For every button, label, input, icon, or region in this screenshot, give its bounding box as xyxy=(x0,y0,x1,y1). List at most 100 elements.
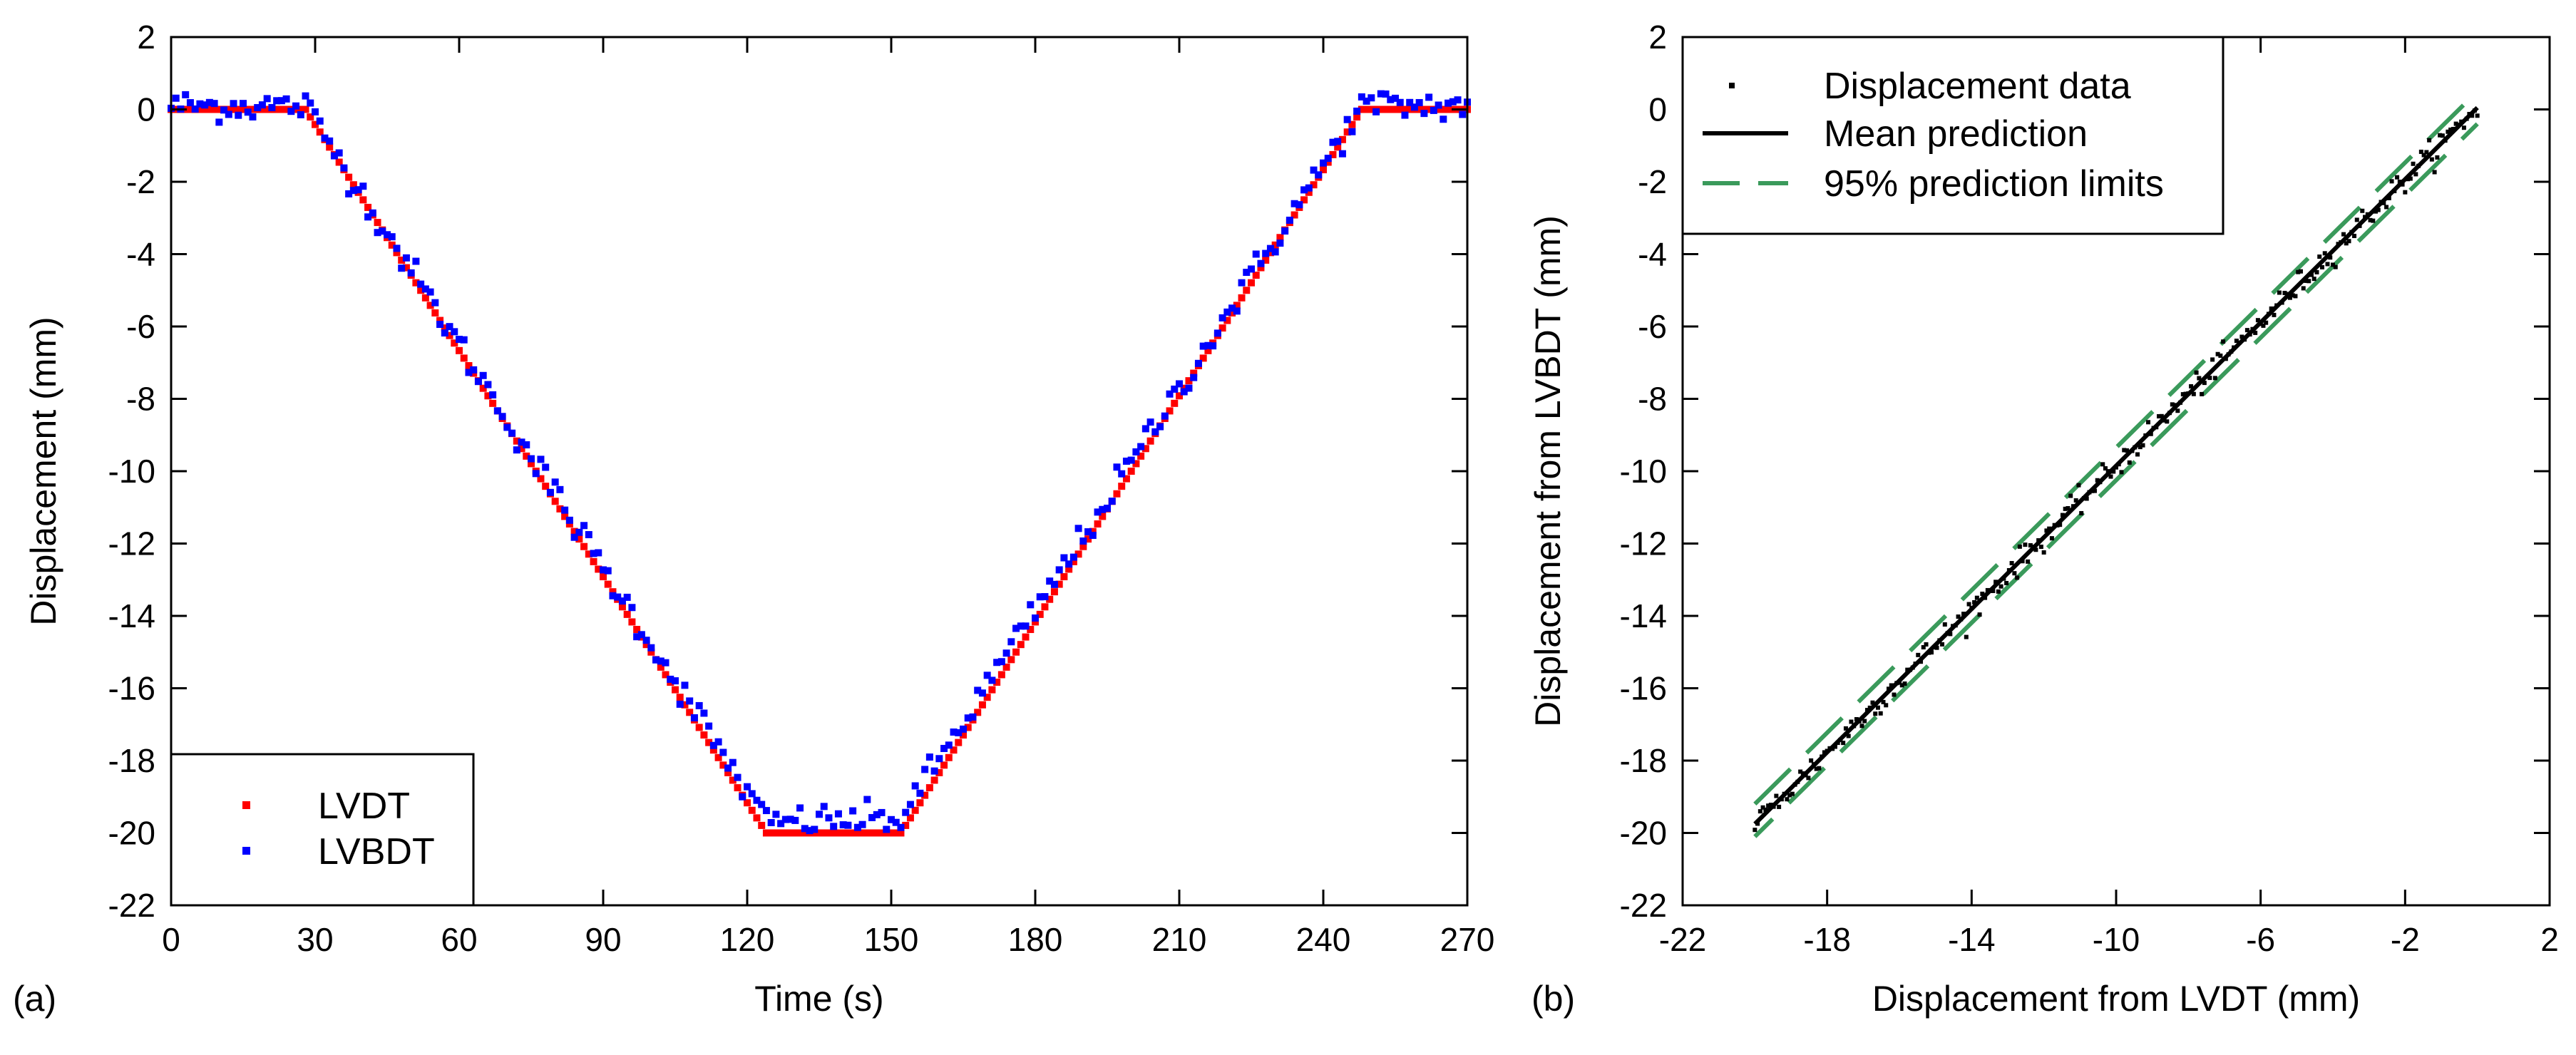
lvbdt-point xyxy=(268,103,276,111)
lvbdt-point xyxy=(436,321,444,329)
displacement-data-point xyxy=(2103,466,2108,471)
legend-data-label: Displacement data xyxy=(1824,66,2131,107)
lvbdt-point xyxy=(1425,93,1433,101)
displacement-data-point xyxy=(2360,208,2365,213)
displacement-data-point xyxy=(1792,782,1797,787)
lvdt-point xyxy=(762,829,770,837)
displacement-data-point xyxy=(2023,542,2028,547)
lvdt-point xyxy=(1420,106,1428,113)
lvbdt-point xyxy=(1094,508,1102,516)
lvbdt-point xyxy=(1199,342,1207,350)
lvbdt-point xyxy=(220,106,228,114)
lvbdt-point xyxy=(1300,186,1308,194)
displacement-data-point xyxy=(2218,353,2223,358)
displacement-data-point xyxy=(1771,804,1776,809)
displacement-data-point xyxy=(2349,230,2354,235)
lvbdt-point xyxy=(456,336,463,344)
displacement-data-point xyxy=(1892,692,1897,697)
displacement-data-point xyxy=(2296,269,2301,274)
lvbdt-point xyxy=(762,807,770,815)
lvdt-point xyxy=(786,829,794,837)
lvdt-point xyxy=(580,542,588,550)
displacement-data-point xyxy=(1822,750,1827,755)
displacement-data-point xyxy=(2180,392,2185,397)
lvdt-point xyxy=(1233,302,1241,309)
lvdt-point xyxy=(556,505,564,513)
lvbdt-point xyxy=(225,110,232,118)
displacement-data-point xyxy=(1921,645,1926,650)
lvbdt-point xyxy=(1046,577,1054,585)
lvbdt-point xyxy=(1084,528,1092,536)
lvbdt-point xyxy=(667,675,674,683)
panel-a-ytick-label: -20 xyxy=(108,815,155,852)
lvdt-point xyxy=(983,694,991,701)
panel-b-ytick-label: -16 xyxy=(1620,670,1667,707)
lvbdt-point xyxy=(1444,99,1452,107)
lvbdt-point xyxy=(1017,622,1025,630)
lvdt-point xyxy=(1257,264,1265,272)
lvbdt-point xyxy=(258,101,266,109)
displacement-data-point xyxy=(1870,700,1875,705)
displacement-data-point xyxy=(2028,543,2033,548)
lvbdt-point xyxy=(542,463,550,471)
lvbdt-point xyxy=(1041,593,1049,601)
lvbdt-point xyxy=(1440,115,1447,123)
displacement-data-point xyxy=(2392,189,2397,194)
lvdt-point xyxy=(1415,106,1423,113)
lvbdt-point xyxy=(1392,94,1399,102)
lvdt-point xyxy=(955,738,963,746)
displacement-data-point xyxy=(2154,425,2159,430)
panel-a-ylabel: Displacement (mm) xyxy=(24,316,63,625)
lvbdt-point xyxy=(570,533,578,541)
lvdt-point xyxy=(672,686,679,694)
lvdt-point xyxy=(801,829,809,837)
displacement-data-point xyxy=(1926,650,1931,655)
displacement-data-point xyxy=(2400,182,2405,187)
displacement-data-point xyxy=(2365,212,2370,217)
panel-b-legend: Displacement data Mean prediction 95% pr… xyxy=(1681,36,2225,235)
lvbdt-point xyxy=(863,796,871,803)
lvdt-point xyxy=(1137,452,1145,460)
lvbdt-point xyxy=(724,764,732,772)
displacement-data-point xyxy=(2210,357,2215,362)
lvbdt-point xyxy=(700,709,708,717)
displacement-data-point xyxy=(2389,179,2394,184)
displacement-data-point xyxy=(1777,804,1782,809)
displacement-data-point xyxy=(2041,550,2046,555)
lvbdt-point xyxy=(786,815,794,823)
displacement-data-point xyxy=(2266,312,2271,316)
displacement-data-point xyxy=(1760,805,1765,810)
lvbdt-point xyxy=(623,593,631,601)
panel-a-xtick-label: 120 xyxy=(720,921,775,958)
legend-mean-label: Mean prediction xyxy=(1824,113,2088,155)
lvbdt-point xyxy=(791,816,799,824)
displacement-data-point xyxy=(2194,370,2199,375)
lvbdt-point xyxy=(1161,412,1169,420)
lvdt-point xyxy=(465,361,473,369)
lvbdt-point xyxy=(796,804,804,812)
lvbdt-point xyxy=(714,738,722,746)
displacement-data-point xyxy=(2114,465,2118,470)
lvbdt-point xyxy=(1387,96,1395,103)
panel-b-correlation: -22 -18 -14 -10 -6 -2 220-2-4-6-8-10-12-14-16-… xyxy=(1528,19,2559,1019)
lvdt-point xyxy=(676,694,684,701)
lvdt-point xyxy=(513,437,520,445)
lvdt-point xyxy=(277,106,285,113)
lvbdt-point xyxy=(1099,505,1107,513)
lvbdt-point xyxy=(767,819,775,827)
lvdt-point xyxy=(460,354,468,362)
panel-a-ytick-label: -22 xyxy=(108,887,155,924)
lvbdt-point xyxy=(1363,97,1370,105)
lvdt-point xyxy=(1132,460,1140,468)
lvdt-point xyxy=(316,128,324,136)
lvdt-point xyxy=(642,641,650,649)
lvdt-point xyxy=(777,829,785,837)
displacement-data-point xyxy=(2116,462,2121,467)
lvbdt-point xyxy=(215,118,223,126)
lvbdt-point xyxy=(1459,110,1467,118)
panel-b-ticks: -22 -18 -14 -10 -6 -2 220-2-4-6-8-10-12-14-16-… xyxy=(1620,19,2559,958)
lvdt-point xyxy=(618,603,626,611)
panel-b-ytick-label: -6 xyxy=(1638,308,1667,345)
panel-b-xtick-label: -6 xyxy=(2246,921,2275,958)
lvbdt-point xyxy=(1396,98,1404,106)
